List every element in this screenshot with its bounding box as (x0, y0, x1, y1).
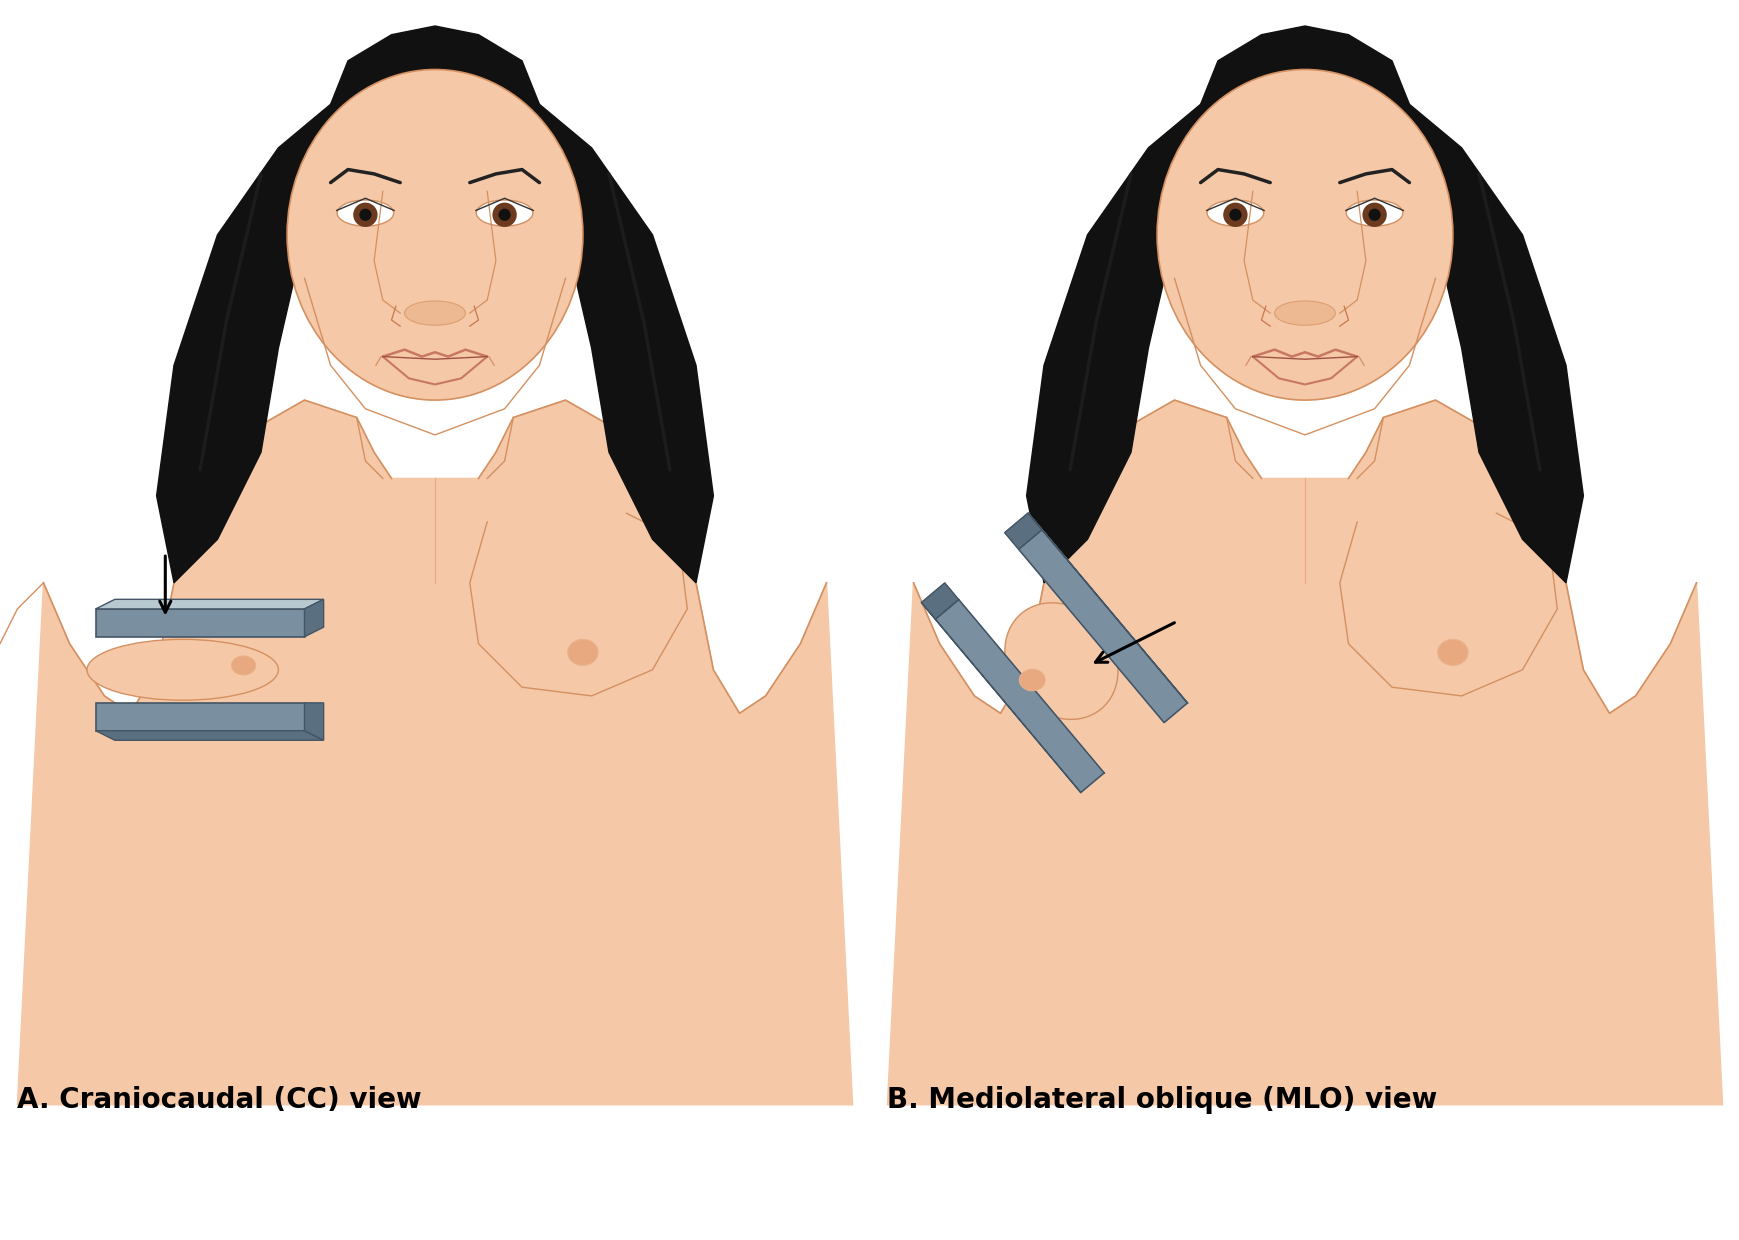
Polygon shape (330, 26, 539, 104)
Polygon shape (470, 513, 687, 696)
Ellipse shape (492, 202, 516, 227)
Ellipse shape (353, 202, 377, 227)
Polygon shape (1003, 513, 1042, 549)
Polygon shape (96, 599, 323, 609)
Polygon shape (1026, 87, 1243, 583)
Ellipse shape (287, 69, 583, 401)
Polygon shape (922, 603, 1080, 792)
Polygon shape (157, 87, 374, 583)
Ellipse shape (1156, 69, 1452, 401)
Ellipse shape (476, 200, 532, 226)
Ellipse shape (1369, 208, 1381, 221)
Polygon shape (1028, 513, 1186, 703)
Polygon shape (1200, 26, 1409, 104)
Polygon shape (1339, 513, 1556, 696)
Polygon shape (96, 730, 323, 740)
Ellipse shape (1362, 202, 1386, 227)
Polygon shape (936, 600, 1104, 792)
Polygon shape (304, 599, 323, 637)
Polygon shape (1017, 529, 1186, 723)
Polygon shape (304, 703, 323, 740)
Ellipse shape (360, 208, 372, 221)
Text: A. Craniocaudal (CC) view: A. Craniocaudal (CC) view (17, 1086, 423, 1114)
Ellipse shape (1207, 200, 1263, 226)
Ellipse shape (337, 200, 393, 226)
Ellipse shape (1346, 200, 1402, 226)
Polygon shape (17, 401, 852, 1105)
Text: B. Mediolateral oblique (MLO) view: B. Mediolateral oblique (MLO) view (887, 1086, 1436, 1114)
Polygon shape (887, 401, 1722, 1105)
Ellipse shape (87, 640, 278, 701)
Ellipse shape (403, 301, 466, 325)
Ellipse shape (1275, 301, 1336, 325)
Ellipse shape (1005, 603, 1116, 719)
Polygon shape (1365, 87, 1582, 583)
Ellipse shape (499, 208, 511, 221)
Polygon shape (922, 583, 958, 619)
Polygon shape (96, 703, 304, 730)
Polygon shape (96, 609, 304, 637)
Ellipse shape (1019, 670, 1045, 691)
Ellipse shape (231, 656, 256, 675)
Ellipse shape (567, 640, 598, 666)
Ellipse shape (1223, 202, 1247, 227)
Ellipse shape (1436, 640, 1468, 666)
Polygon shape (496, 87, 713, 583)
Ellipse shape (1229, 208, 1242, 221)
